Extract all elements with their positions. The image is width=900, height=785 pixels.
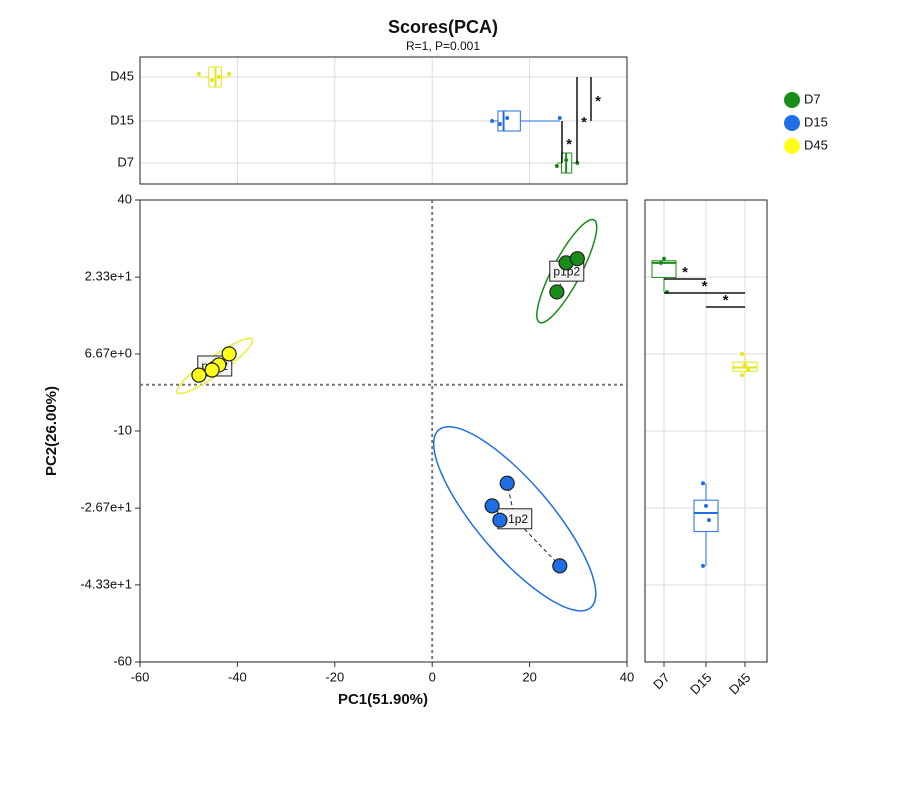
jitter-point bbox=[701, 563, 705, 568]
chart-title: Scores(PCA) bbox=[388, 17, 498, 37]
jitter-point bbox=[659, 260, 663, 265]
chart-subtitle: R=1, P=0.001 bbox=[406, 39, 480, 53]
x-tick-label: -60 bbox=[131, 669, 150, 684]
significance-label: * bbox=[702, 278, 708, 295]
jitter-point bbox=[707, 518, 711, 523]
group-label: p1p2 bbox=[501, 512, 528, 526]
y-tick-label: 2.33e+1 bbox=[85, 269, 132, 284]
jitter-point bbox=[740, 351, 744, 356]
jitter-point bbox=[505, 116, 510, 120]
point bbox=[499, 475, 515, 491]
jitter-point bbox=[662, 256, 666, 261]
jitter-point bbox=[490, 119, 495, 123]
right-category-label: D7 bbox=[650, 670, 672, 692]
point bbox=[492, 512, 508, 528]
point bbox=[552, 558, 568, 574]
point bbox=[569, 251, 585, 267]
point bbox=[204, 362, 220, 378]
jitter-point bbox=[564, 158, 569, 162]
top-panel-frame bbox=[139, 56, 628, 185]
jitter-point bbox=[704, 503, 708, 508]
jitter-point bbox=[557, 116, 562, 120]
legend-marker bbox=[784, 138, 800, 154]
y-axis-label: PC2(26.00%) bbox=[43, 386, 60, 476]
y-tick-label: -60 bbox=[113, 653, 132, 668]
jitter-point bbox=[743, 362, 747, 367]
top-category-label: D45 bbox=[110, 68, 134, 83]
point bbox=[549, 284, 565, 300]
legend-label: D45 bbox=[804, 137, 828, 152]
x-tick-label: 0 bbox=[429, 669, 436, 684]
group-label: p1p2 bbox=[553, 264, 580, 278]
point bbox=[221, 346, 237, 362]
y-tick-label: -2.67e+1 bbox=[80, 500, 132, 515]
x-tick-label: -40 bbox=[228, 669, 247, 684]
top-category-label: D7 bbox=[117, 154, 134, 169]
jitter-point bbox=[740, 373, 744, 378]
right-category-label: D15 bbox=[687, 670, 714, 697]
top-category-label: D15 bbox=[110, 112, 134, 127]
legend-marker bbox=[784, 115, 800, 131]
significance-label: * bbox=[723, 292, 729, 309]
x-tick-label: 40 bbox=[620, 669, 634, 684]
legend-label: D7 bbox=[804, 91, 821, 106]
y-tick-label: -4.33e+1 bbox=[80, 576, 132, 591]
y-tick-label: -10 bbox=[113, 422, 132, 437]
box bbox=[651, 260, 677, 278]
right-category-label: D45 bbox=[726, 670, 753, 697]
x-axis-label: PC1(51.90%) bbox=[338, 691, 428, 708]
x-tick-label: -20 bbox=[325, 669, 344, 684]
significance-label: * bbox=[595, 93, 601, 110]
point bbox=[484, 498, 500, 514]
significance-label: * bbox=[566, 136, 572, 153]
x-tick-label: 20 bbox=[522, 669, 536, 684]
point bbox=[191, 367, 207, 383]
confidence-ellipse bbox=[432, 425, 597, 612]
significance-label: * bbox=[581, 114, 587, 131]
legend-marker bbox=[784, 92, 800, 108]
box bbox=[497, 110, 521, 132]
plot-frame bbox=[139, 199, 628, 663]
y-tick-label: 6.67e+0 bbox=[85, 345, 132, 360]
jitter-point bbox=[554, 164, 559, 168]
legend-label: D15 bbox=[804, 114, 828, 129]
jitter-point bbox=[746, 368, 750, 373]
jitter-point bbox=[701, 481, 705, 486]
jitter-point bbox=[497, 122, 502, 126]
jitter-point bbox=[210, 78, 215, 82]
significance-label: * bbox=[682, 264, 688, 281]
jitter-point bbox=[227, 72, 232, 76]
jitter-point bbox=[196, 72, 201, 76]
jitter-point bbox=[216, 75, 221, 79]
y-tick-label: 40 bbox=[118, 191, 132, 206]
